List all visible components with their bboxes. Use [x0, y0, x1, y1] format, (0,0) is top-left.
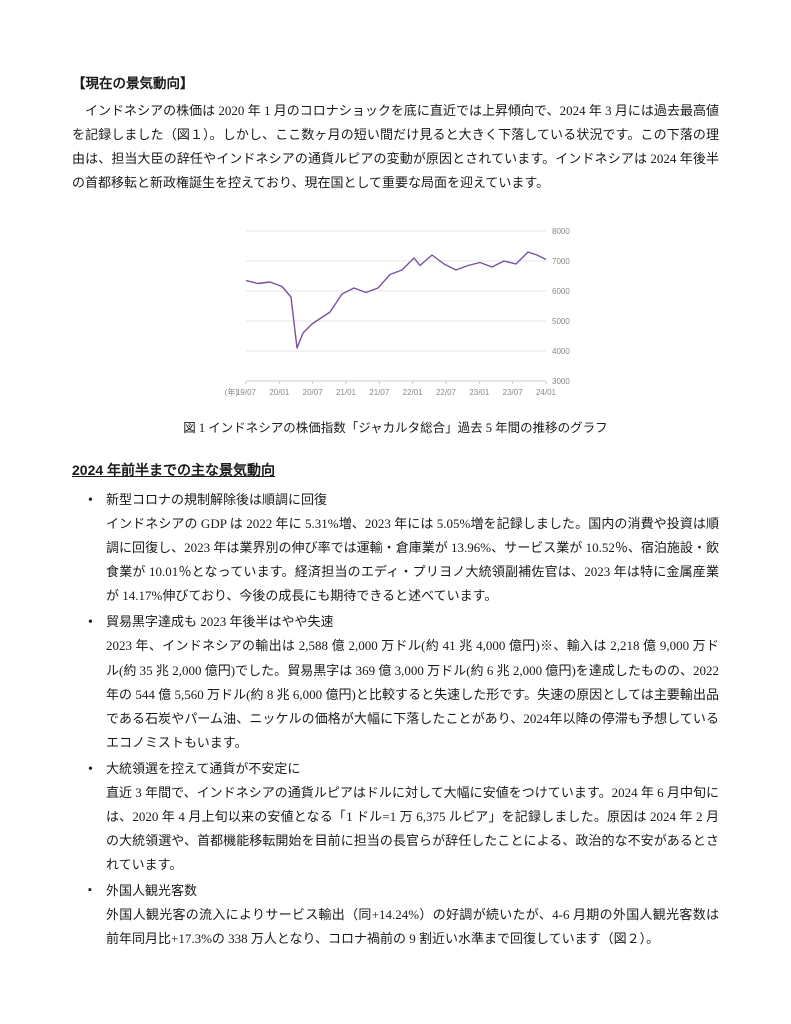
svg-text:22/01: 22/01 — [402, 388, 423, 397]
svg-text:21/01: 21/01 — [335, 388, 356, 397]
svg-text:3000: 3000 — [552, 377, 570, 386]
bullet-heading: 外国人観光客数 — [106, 879, 719, 903]
list-item: 新型コロナの規制解除後は順調に回復インドネシアの GDP は 2022 年に 5… — [106, 488, 719, 608]
section-title: 【現在の景気動向】 — [72, 72, 719, 97]
bullet-list: 新型コロナの規制解除後は順調に回復インドネシアの GDP は 2022 年に 5… — [72, 488, 719, 951]
svg-text:6000: 6000 — [552, 287, 570, 296]
bullet-body: 外国人観光客の流入によりサービス輸出（同+14.24%）の好調が続いたが、4-6… — [106, 903, 719, 951]
svg-text:8000: 8000 — [552, 227, 570, 236]
chart-caption: 図 1 インドネシアの株価指数「ジャカルタ総合」過去 5 年間の推移のグラフ — [72, 417, 719, 440]
list-item: 外国人観光客数外国人観光客の流入によりサービス輸出（同+14.24%）の好調が続… — [106, 879, 719, 951]
bullet-body: インドネシアの GDP は 2022 年に 5.31%増、2023 年には 5.… — [106, 512, 719, 608]
svg-text:7000: 7000 — [552, 257, 570, 266]
list-item: 大統領選を控えて通貨が不安定に直近 3 年間で、インドネシアの通貨ルピアはドルに… — [106, 757, 719, 877]
bullet-body: 直近 3 年間で、インドネシアの通貨ルピアはドルに対して大幅に安値をつけています… — [106, 781, 719, 877]
svg-text:23/01: 23/01 — [469, 388, 490, 397]
line-chart: 300040005000600070008000(年)19/0720/0120/… — [216, 221, 576, 411]
svg-text:20/07: 20/07 — [302, 388, 323, 397]
chart-container: 300040005000600070008000(年)19/0720/0120/… — [216, 221, 576, 411]
bullet-body: 2023 年、インドネシアの輸出は 2,588 億 2,000 万ドル(約 41… — [106, 634, 719, 754]
bullet-heading: 新型コロナの規制解除後は順調に回復 — [106, 488, 719, 512]
subheading: 2024 年前半までの主な景気動向 — [72, 458, 719, 484]
intro-paragraph: インドネシアの株価は 2020 年 1 月のコロナショックを底に直近では上昇傾向… — [72, 99, 719, 195]
bullet-heading: 貿易黒字達成も 2023 年後半はやや失速 — [106, 610, 719, 634]
svg-text:19/07: 19/07 — [235, 388, 256, 397]
svg-text:24/01: 24/01 — [535, 388, 556, 397]
svg-text:21/07: 21/07 — [369, 388, 390, 397]
svg-text:4000: 4000 — [552, 347, 570, 356]
svg-text:22/07: 22/07 — [435, 388, 456, 397]
svg-text:23/07: 23/07 — [502, 388, 523, 397]
svg-text:5000: 5000 — [552, 317, 570, 326]
bullet-heading: 大統領選を控えて通貨が不安定に — [106, 757, 719, 781]
list-item: 貿易黒字達成も 2023 年後半はやや失速2023 年、インドネシアの輸出は 2… — [106, 610, 719, 754]
svg-text:20/01: 20/01 — [269, 388, 290, 397]
